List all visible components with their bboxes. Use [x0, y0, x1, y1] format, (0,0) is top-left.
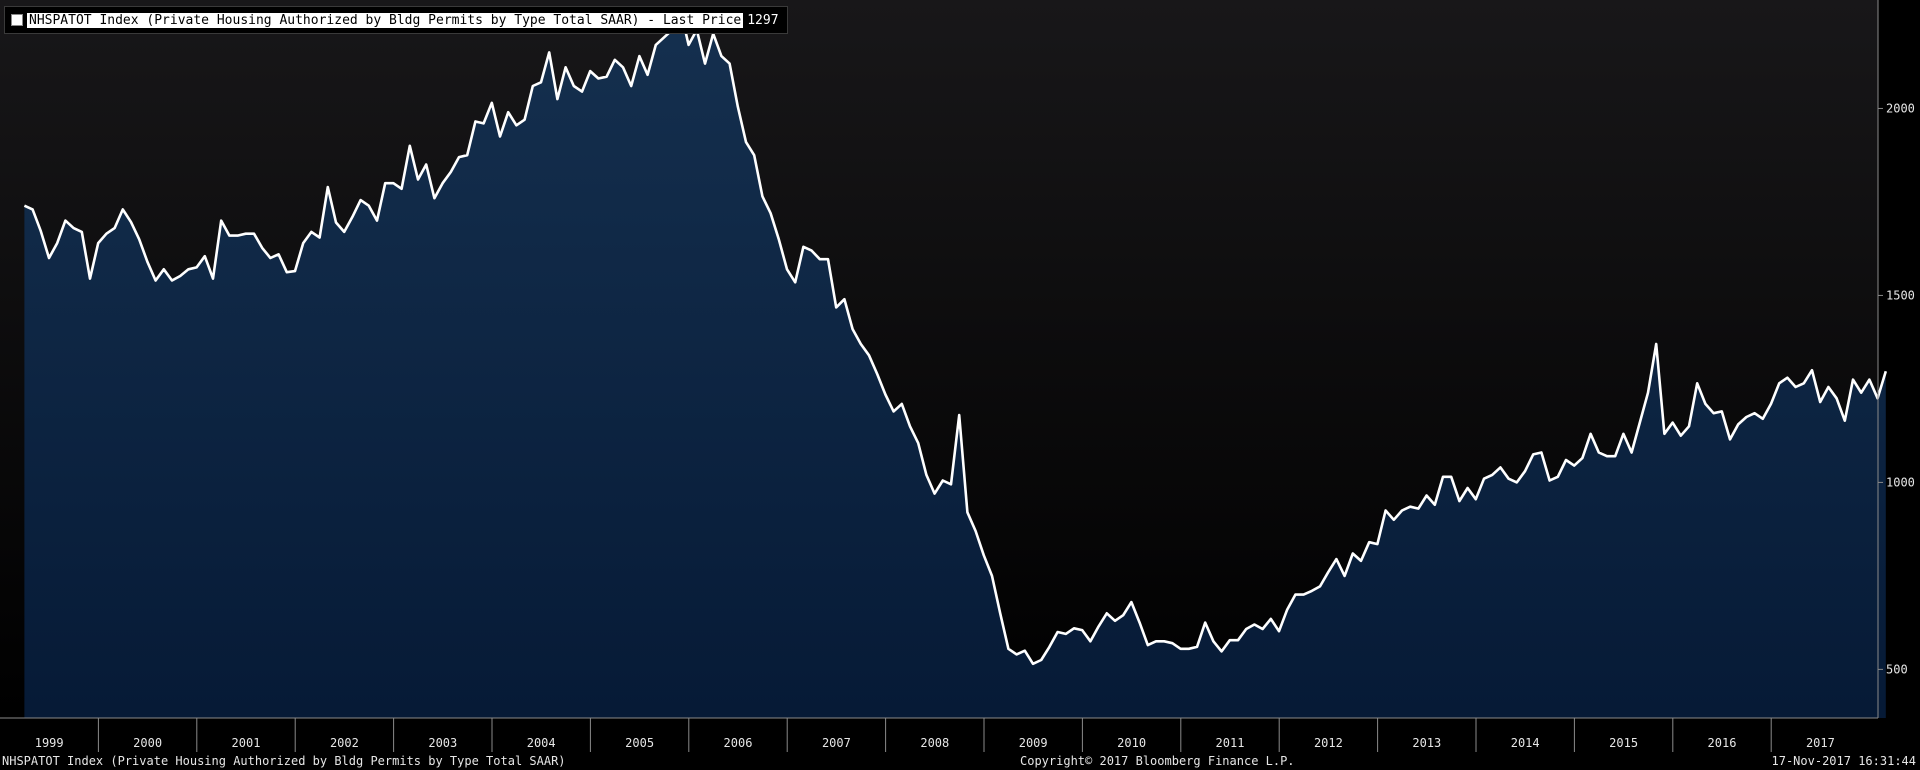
legend-label: NHSPATOT Index (Private Housing Authoriz… [27, 12, 744, 28]
legend-swatch-icon[interactable] [11, 14, 23, 26]
footer-series-name: NHSPATOT Index (Private Housing Authoriz… [2, 754, 566, 768]
y-tick-label: 1500 [1886, 288, 1915, 302]
series-line [23, 8, 1888, 666]
plot-area [23, 8, 1888, 719]
x-tick-label: 2005 [625, 736, 654, 750]
legend-last-value: 1297 [747, 12, 779, 28]
x-tick-label: 2002 [330, 736, 359, 750]
chart-legend[interactable]: NHSPATOT Index (Private Housing Authoriz… [4, 6, 788, 34]
x-axis: 1999 2000 2001 2002 2003 2004 2005 2006 2007 2008… [0, 717, 1878, 752]
y-tick-label: 500 [1886, 662, 1908, 676]
series-area-fill [24, 9, 1886, 719]
x-tick-label: 2011 [1216, 736, 1245, 750]
x-tick-label: 2008 [920, 736, 949, 750]
x-tick-label: 2001 [232, 736, 261, 750]
x-tick-label: 2015 [1609, 736, 1638, 750]
x-tick-label: 1999 [35, 736, 64, 750]
x-tick-label: 2017 [1806, 736, 1835, 750]
x-tick-label: 2016 [1708, 736, 1737, 750]
x-tick-label: 2000 [133, 736, 162, 750]
x-tick-label: 2009 [1019, 736, 1048, 750]
y-tick-label: 1000 [1886, 475, 1915, 489]
x-tick-label: 2013 [1412, 736, 1441, 750]
x-tick-label: 2010 [1117, 736, 1146, 750]
x-tick-label: 2012 [1314, 736, 1343, 750]
x-tick-label: 2006 [724, 736, 753, 750]
y-axis: 500 1000 1500 2000 [1877, 0, 1915, 718]
footer-copyright: Copyright© 2017 Bloomberg Finance L.P. [1020, 754, 1295, 768]
x-tick-label: 2007 [822, 736, 851, 750]
x-tick-label: 2004 [527, 736, 556, 750]
x-tick-label: 2003 [428, 736, 457, 750]
footer-timestamp: 17-Nov-2017 16:31:44 [1771, 754, 1917, 768]
x-tick-label: 2014 [1511, 736, 1540, 750]
y-tick-label: 2000 [1886, 101, 1915, 115]
